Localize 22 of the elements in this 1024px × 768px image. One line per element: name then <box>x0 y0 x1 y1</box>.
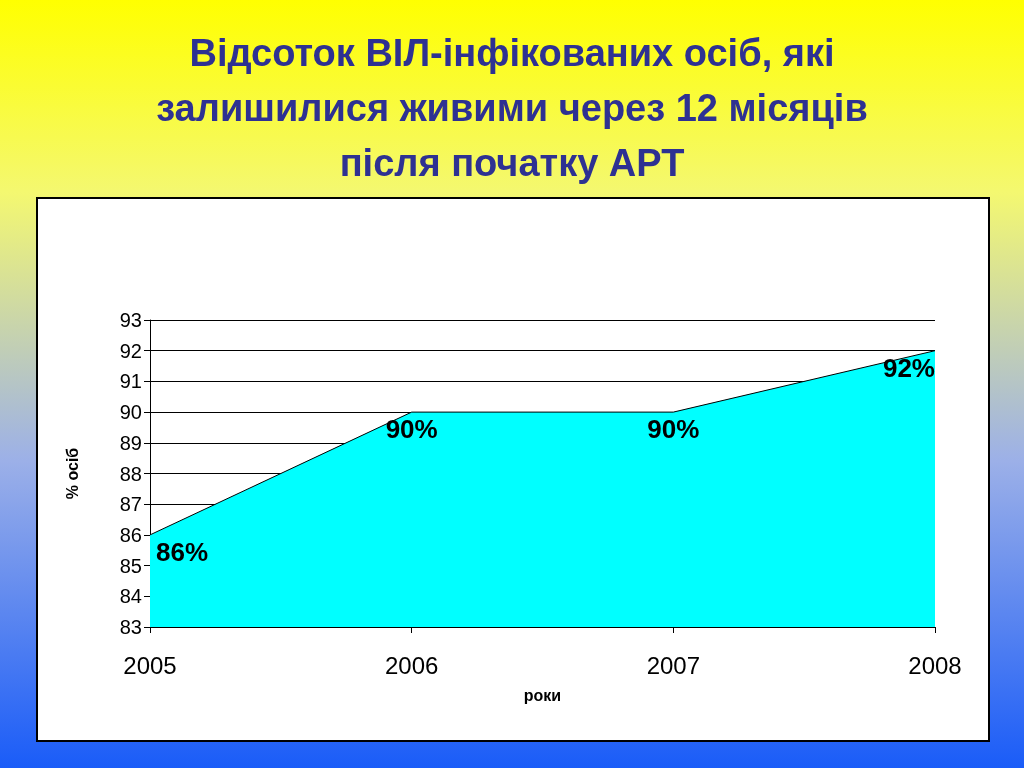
chart-title: Відсоток ВІЛ-інфікованих осіб, які залишилися живими через 12 місяців після початку АРТ <box>155 31 869 186</box>
x-tick-label: 2008 <box>908 651 962 679</box>
data-label: 92% <box>882 352 935 383</box>
x-axis-title: роки <box>523 686 562 704</box>
data-label: 90% <box>385 414 438 445</box>
data-label: 86% <box>156 536 209 567</box>
y-tick-label: 83 <box>119 616 142 638</box>
y-tick-label: 91 <box>119 370 142 393</box>
y-tick-label: 93 <box>119 309 142 331</box>
y-tick-label: 86 <box>119 523 142 546</box>
y-tick-label: 87 <box>119 493 142 516</box>
x-tick-label: 2006 <box>384 651 439 679</box>
y-tick-label: 84 <box>119 585 142 608</box>
y-tick-label: 88 <box>119 462 142 485</box>
y-tick-label: 90 <box>119 401 142 424</box>
data-label: 90% <box>647 414 700 445</box>
y-tick-label: 89 <box>119 431 142 454</box>
y-axis-title: % осіб <box>63 447 81 500</box>
y-tick-label: 85 <box>119 554 142 577</box>
x-tick-label: 2007 <box>646 651 701 679</box>
y-tick-label: 92 <box>119 339 142 362</box>
x-tick-label: 2005 <box>123 651 177 679</box>
